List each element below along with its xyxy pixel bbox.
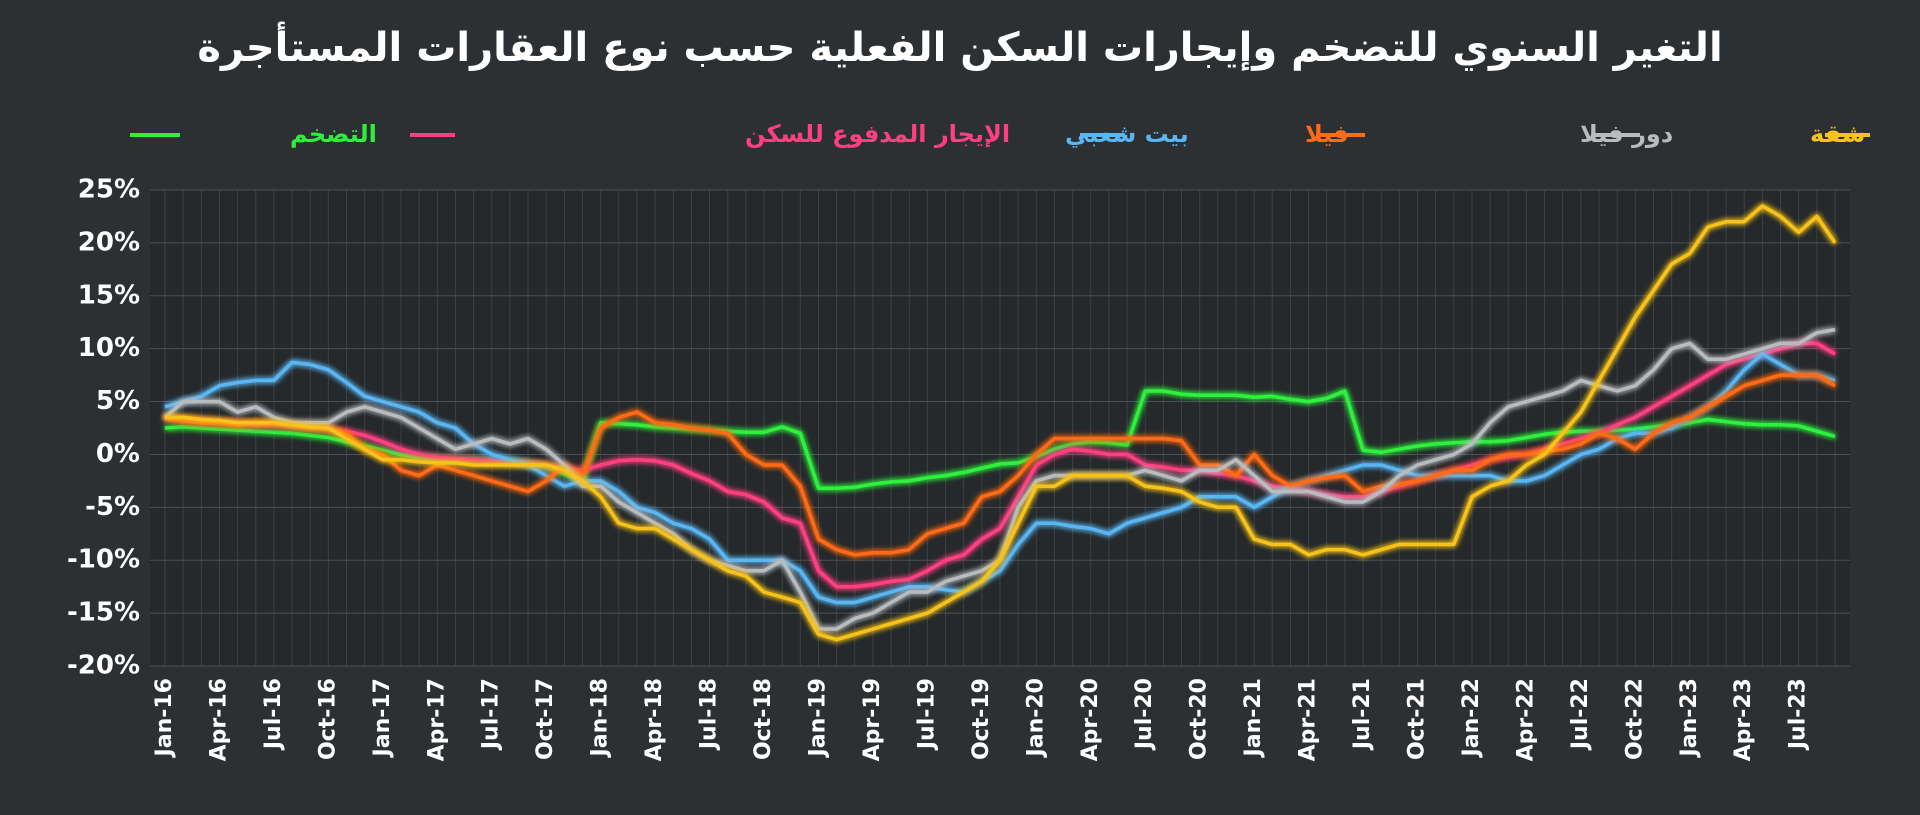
y-tick-label: 25% xyxy=(78,175,140,205)
y-tick-label: -10% xyxy=(67,545,140,575)
x-tick-label: Jul-22 xyxy=(1568,678,1593,751)
legend-label: شقة xyxy=(1810,120,1865,148)
x-tick-label: Jan-19 xyxy=(805,678,830,758)
chart-title: التغير السنوي للتضخم وإيجارات السكن الفع… xyxy=(197,21,1722,71)
x-tick-label: Jan-17 xyxy=(370,678,395,758)
legend-label: فيلا xyxy=(1305,120,1349,148)
x-tick-label: Oct-17 xyxy=(533,678,558,760)
y-tick-label: 10% xyxy=(78,333,140,363)
x-tick-label: Apr-22 xyxy=(1513,678,1538,761)
x-tick-label: Oct-19 xyxy=(969,678,994,760)
y-tick-label: 0% xyxy=(96,439,140,469)
x-tick-label: Jul-17 xyxy=(479,678,504,751)
series-line xyxy=(165,204,1837,642)
x-tick-label: Apr-23 xyxy=(1731,678,1756,761)
x-tick-label: Jul-19 xyxy=(914,678,939,751)
x-tick-label: Jul-16 xyxy=(261,678,286,751)
series-line xyxy=(164,352,1836,605)
x-tick-label: Apr-17 xyxy=(424,678,449,761)
y-tick-label: -15% xyxy=(67,598,140,628)
x-tick-label: Jul-23 xyxy=(1786,678,1811,751)
x-tick-label: Jul-18 xyxy=(697,678,722,751)
x-tick-label: Apr-18 xyxy=(642,678,667,761)
x-tick-label: Apr-21 xyxy=(1296,678,1321,761)
y-tick-label: -5% xyxy=(85,492,140,522)
x-tick-label: Apr-20 xyxy=(1078,678,1103,761)
x-tick-label: Jan-20 xyxy=(1023,678,1048,758)
x-tick-label: Oct-21 xyxy=(1405,678,1430,760)
x-tick-label: Jan-16 xyxy=(152,678,177,758)
y-tick-label: -20% xyxy=(67,651,140,681)
x-tick-label: Apr-19 xyxy=(860,678,885,761)
x-tick-label: Jan-22 xyxy=(1459,678,1484,758)
x-tick-label: Apr-16 xyxy=(206,678,231,761)
legend-label: دور فيلا xyxy=(1580,120,1673,148)
x-tick-label: Jul-20 xyxy=(1132,678,1157,751)
x-tick-label: Oct-22 xyxy=(1622,678,1647,760)
x-tick-label: Jan-18 xyxy=(588,678,613,758)
x-tick-label: Oct-18 xyxy=(751,678,776,760)
series-line xyxy=(164,373,1836,557)
y-tick-label: 5% xyxy=(96,386,140,416)
x-tick-label: Oct-20 xyxy=(1187,678,1212,760)
y-tick-label: 20% xyxy=(78,227,140,257)
x-tick-label: Oct-16 xyxy=(315,678,340,760)
legend-label: بيت شعبي xyxy=(1065,120,1189,148)
x-tick-label: Jan-21 xyxy=(1241,678,1266,758)
x-tick-label: Jan-23 xyxy=(1677,678,1702,758)
series-line xyxy=(164,341,1836,589)
y-tick-label: 15% xyxy=(78,280,140,310)
legend-label: التضخم xyxy=(290,120,377,148)
legend-label: الإيجار المدفوع للسكن xyxy=(745,120,1010,148)
x-tick-label: Jul-21 xyxy=(1350,678,1375,751)
